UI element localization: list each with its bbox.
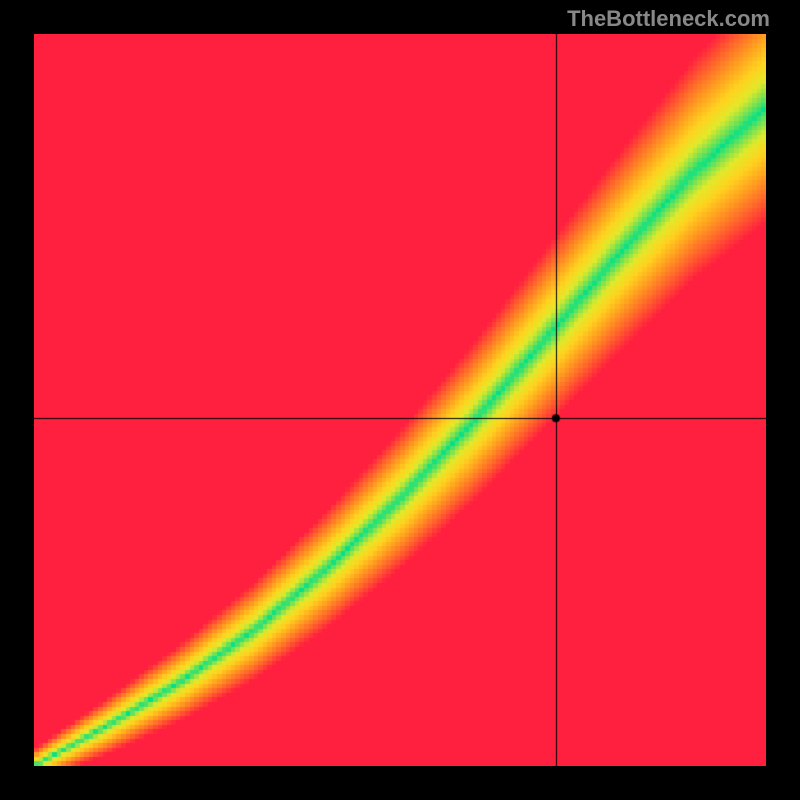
watermark-text: TheBottleneck.com (567, 6, 770, 32)
heatmap-canvas (34, 34, 766, 766)
chart-container: TheBottleneck.com (0, 0, 800, 800)
